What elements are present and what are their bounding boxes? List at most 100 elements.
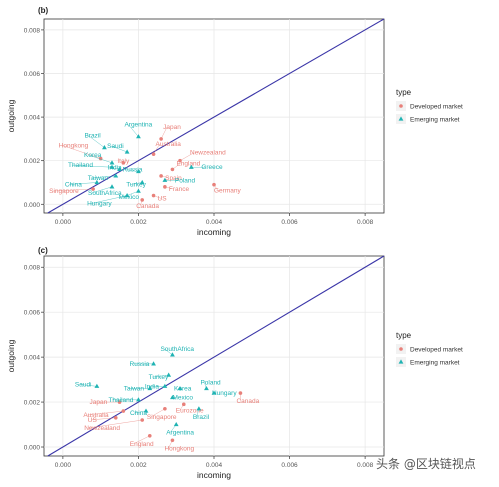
y-tick-label: 0.002 bbox=[24, 158, 41, 165]
label-leader bbox=[87, 410, 124, 416]
chart-panel-0: (b) 0.000 0.002 0.004 0.006 0.008 0.000 0.002 0.… bbox=[6, 6, 463, 237]
legend: type Developed market Emerging market bbox=[396, 88, 463, 124]
point-emerging bbox=[147, 385, 153, 391]
x-tick-label: 0.002 bbox=[130, 462, 147, 469]
y-tick-label: 0.002 bbox=[24, 400, 41, 407]
label-leader bbox=[122, 190, 139, 198]
label-leader bbox=[170, 424, 177, 433]
diagonal-line bbox=[47, 18, 385, 214]
point-label: Japan bbox=[90, 399, 108, 406]
y-tick-label: 0.004 bbox=[24, 355, 41, 362]
label-leader bbox=[153, 144, 160, 155]
point-label: Hungary bbox=[87, 201, 112, 208]
point-label: Italy bbox=[117, 158, 130, 165]
point-label: Spain bbox=[165, 175, 182, 182]
label-leader bbox=[164, 348, 173, 356]
point-emerging bbox=[196, 406, 202, 411]
point-label: Thailand bbox=[108, 397, 133, 404]
label-leader bbox=[196, 408, 200, 417]
x-axis-title: incoming bbox=[197, 470, 231, 480]
y-tick-label: 0.008 bbox=[24, 265, 41, 272]
label-leader bbox=[88, 135, 105, 148]
x-tick-label: 0.008 bbox=[357, 219, 374, 226]
point-emerging bbox=[177, 385, 183, 391]
point-label: Russia bbox=[130, 361, 150, 368]
point-label: Greece bbox=[201, 164, 223, 171]
point-label: Poland bbox=[175, 177, 196, 184]
chart-panel-1: (c) 0.000 0.002 0.004 0.006 0.008 0.000 0.002 0.… bbox=[6, 246, 463, 480]
x-tick-label: 0.000 bbox=[55, 462, 72, 469]
y-axis-title: outgoing bbox=[6, 339, 16, 372]
x-tick-label: 0.008 bbox=[357, 462, 374, 469]
point-emerging bbox=[173, 421, 179, 427]
point-emerging bbox=[109, 160, 115, 165]
point-emerging bbox=[113, 173, 119, 178]
point-label: Canada bbox=[136, 203, 159, 210]
label-leader bbox=[133, 435, 150, 444]
label-leader bbox=[172, 163, 181, 170]
y-tick-label: 0.004 bbox=[24, 115, 41, 122]
point-label: Singapore bbox=[147, 414, 177, 421]
point-label: Argentina bbox=[166, 430, 194, 437]
y-axis-title: outgoing bbox=[6, 99, 16, 132]
point-label: SouthAfrica bbox=[88, 190, 122, 197]
point-label: Saudi bbox=[107, 143, 124, 150]
point-label: Turkey bbox=[149, 374, 169, 381]
legend-entry-label: Developed market bbox=[410, 347, 463, 354]
label-leader bbox=[130, 182, 143, 185]
point-emerging bbox=[170, 394, 175, 400]
label-leader bbox=[150, 408, 166, 418]
label-leader bbox=[152, 374, 169, 378]
point-emerging bbox=[139, 179, 145, 185]
point-emerging bbox=[136, 134, 141, 139]
point-emerging bbox=[162, 383, 168, 388]
label-leader bbox=[128, 124, 139, 137]
y-tick-label: 0.008 bbox=[24, 27, 41, 34]
point-label: England bbox=[130, 441, 154, 448]
point-label: Australia bbox=[83, 412, 109, 419]
label-leader bbox=[164, 186, 173, 190]
point-label: Taiwan bbox=[124, 386, 145, 393]
legend-symbol-emerging bbox=[398, 359, 404, 364]
point-label: Poland bbox=[200, 380, 221, 387]
label-leader bbox=[179, 404, 184, 411]
point-label: US bbox=[88, 417, 98, 424]
point-emerging bbox=[136, 397, 141, 402]
point-emerging bbox=[166, 372, 172, 377]
point-label: Eurozone bbox=[176, 407, 204, 414]
point-label: Mexico bbox=[172, 395, 193, 402]
panel-label: (b) bbox=[38, 6, 49, 15]
y-tick-label: 0.006 bbox=[24, 71, 41, 78]
label-leader bbox=[139, 199, 143, 207]
label-leader bbox=[213, 184, 219, 191]
point-label: SouthAfrica bbox=[160, 346, 194, 353]
point-label: Saudi bbox=[75, 381, 92, 388]
point-emerging bbox=[102, 145, 107, 150]
point-label: Japan bbox=[163, 124, 181, 131]
point-emerging bbox=[117, 166, 122, 172]
label-leader bbox=[87, 154, 113, 164]
label-leader bbox=[78, 384, 97, 387]
label-leader bbox=[126, 169, 139, 172]
point-label: Australia bbox=[156, 141, 182, 148]
legend: type Developed market Emerging market bbox=[396, 331, 463, 367]
point-label: England bbox=[176, 160, 200, 167]
point-label: Brazil bbox=[193, 414, 210, 421]
point-label: Hungary bbox=[212, 390, 237, 397]
label-leader bbox=[91, 417, 116, 421]
point-emerging bbox=[170, 352, 175, 357]
point-label: Mexico bbox=[118, 194, 139, 201]
point-label: China bbox=[130, 410, 147, 417]
legend-entry-label: Emerging market bbox=[410, 117, 460, 124]
panel-label: (c) bbox=[38, 246, 48, 255]
label-leader bbox=[91, 195, 128, 204]
label-leader bbox=[133, 410, 147, 414]
label-leader bbox=[71, 164, 113, 168]
x-tick-label: 0.006 bbox=[281, 462, 298, 469]
label-leader bbox=[91, 175, 116, 179]
point-label: Singapore bbox=[49, 188, 79, 195]
legend-title: type bbox=[396, 331, 412, 340]
y-tick-label: 0.006 bbox=[24, 310, 41, 317]
